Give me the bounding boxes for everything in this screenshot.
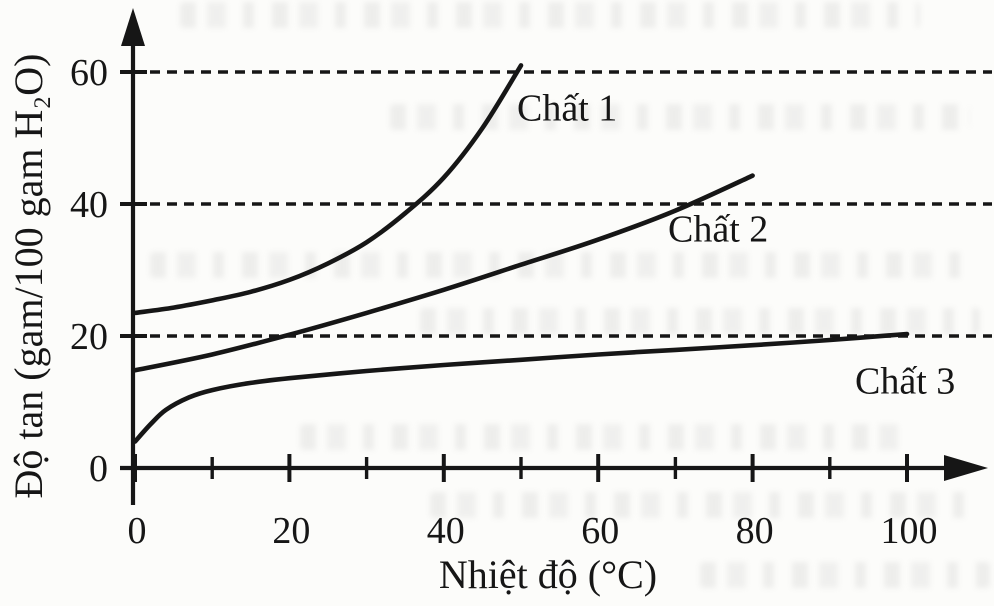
- y-tick-label-20: 20: [70, 316, 108, 358]
- series-label-chat-1: Chất 1: [517, 88, 617, 130]
- curves: [132, 63, 910, 444]
- x-tick-label-0: 0: [128, 510, 147, 552]
- x-axis-arrow: [944, 455, 988, 481]
- y-tick-label-60: 60: [70, 52, 108, 94]
- series-label-chat-2: Chất 2: [668, 209, 768, 251]
- x-tick-label-80: 80: [736, 510, 774, 552]
- y-tick-label-40: 40: [70, 184, 108, 226]
- x-tick-label-20: 20: [272, 510, 310, 552]
- x-tick-label-60: 60: [581, 510, 619, 552]
- y-axis-arrow: [121, 8, 145, 46]
- axes: [120, 8, 988, 505]
- series-label-chat-3: Chất 3: [855, 361, 955, 403]
- curve-1: [132, 63, 524, 316]
- curve-3: [132, 331, 910, 444]
- axis-ticks: [120, 70, 909, 482]
- curve-2: [132, 173, 755, 373]
- y-tick-label-0: 0: [89, 448, 108, 490]
- x-axis-title: Nhiệt độ (°C): [439, 552, 657, 597]
- y-axis-title: Độ tan (gam/100 gam H₂O): [6, 54, 51, 499]
- tick-labels: 0 20 40 60 80 100 0 20 40 60: [70, 52, 938, 552]
- x-tick-label-100: 100: [881, 510, 938, 552]
- x-tick-label-40: 40: [427, 510, 465, 552]
